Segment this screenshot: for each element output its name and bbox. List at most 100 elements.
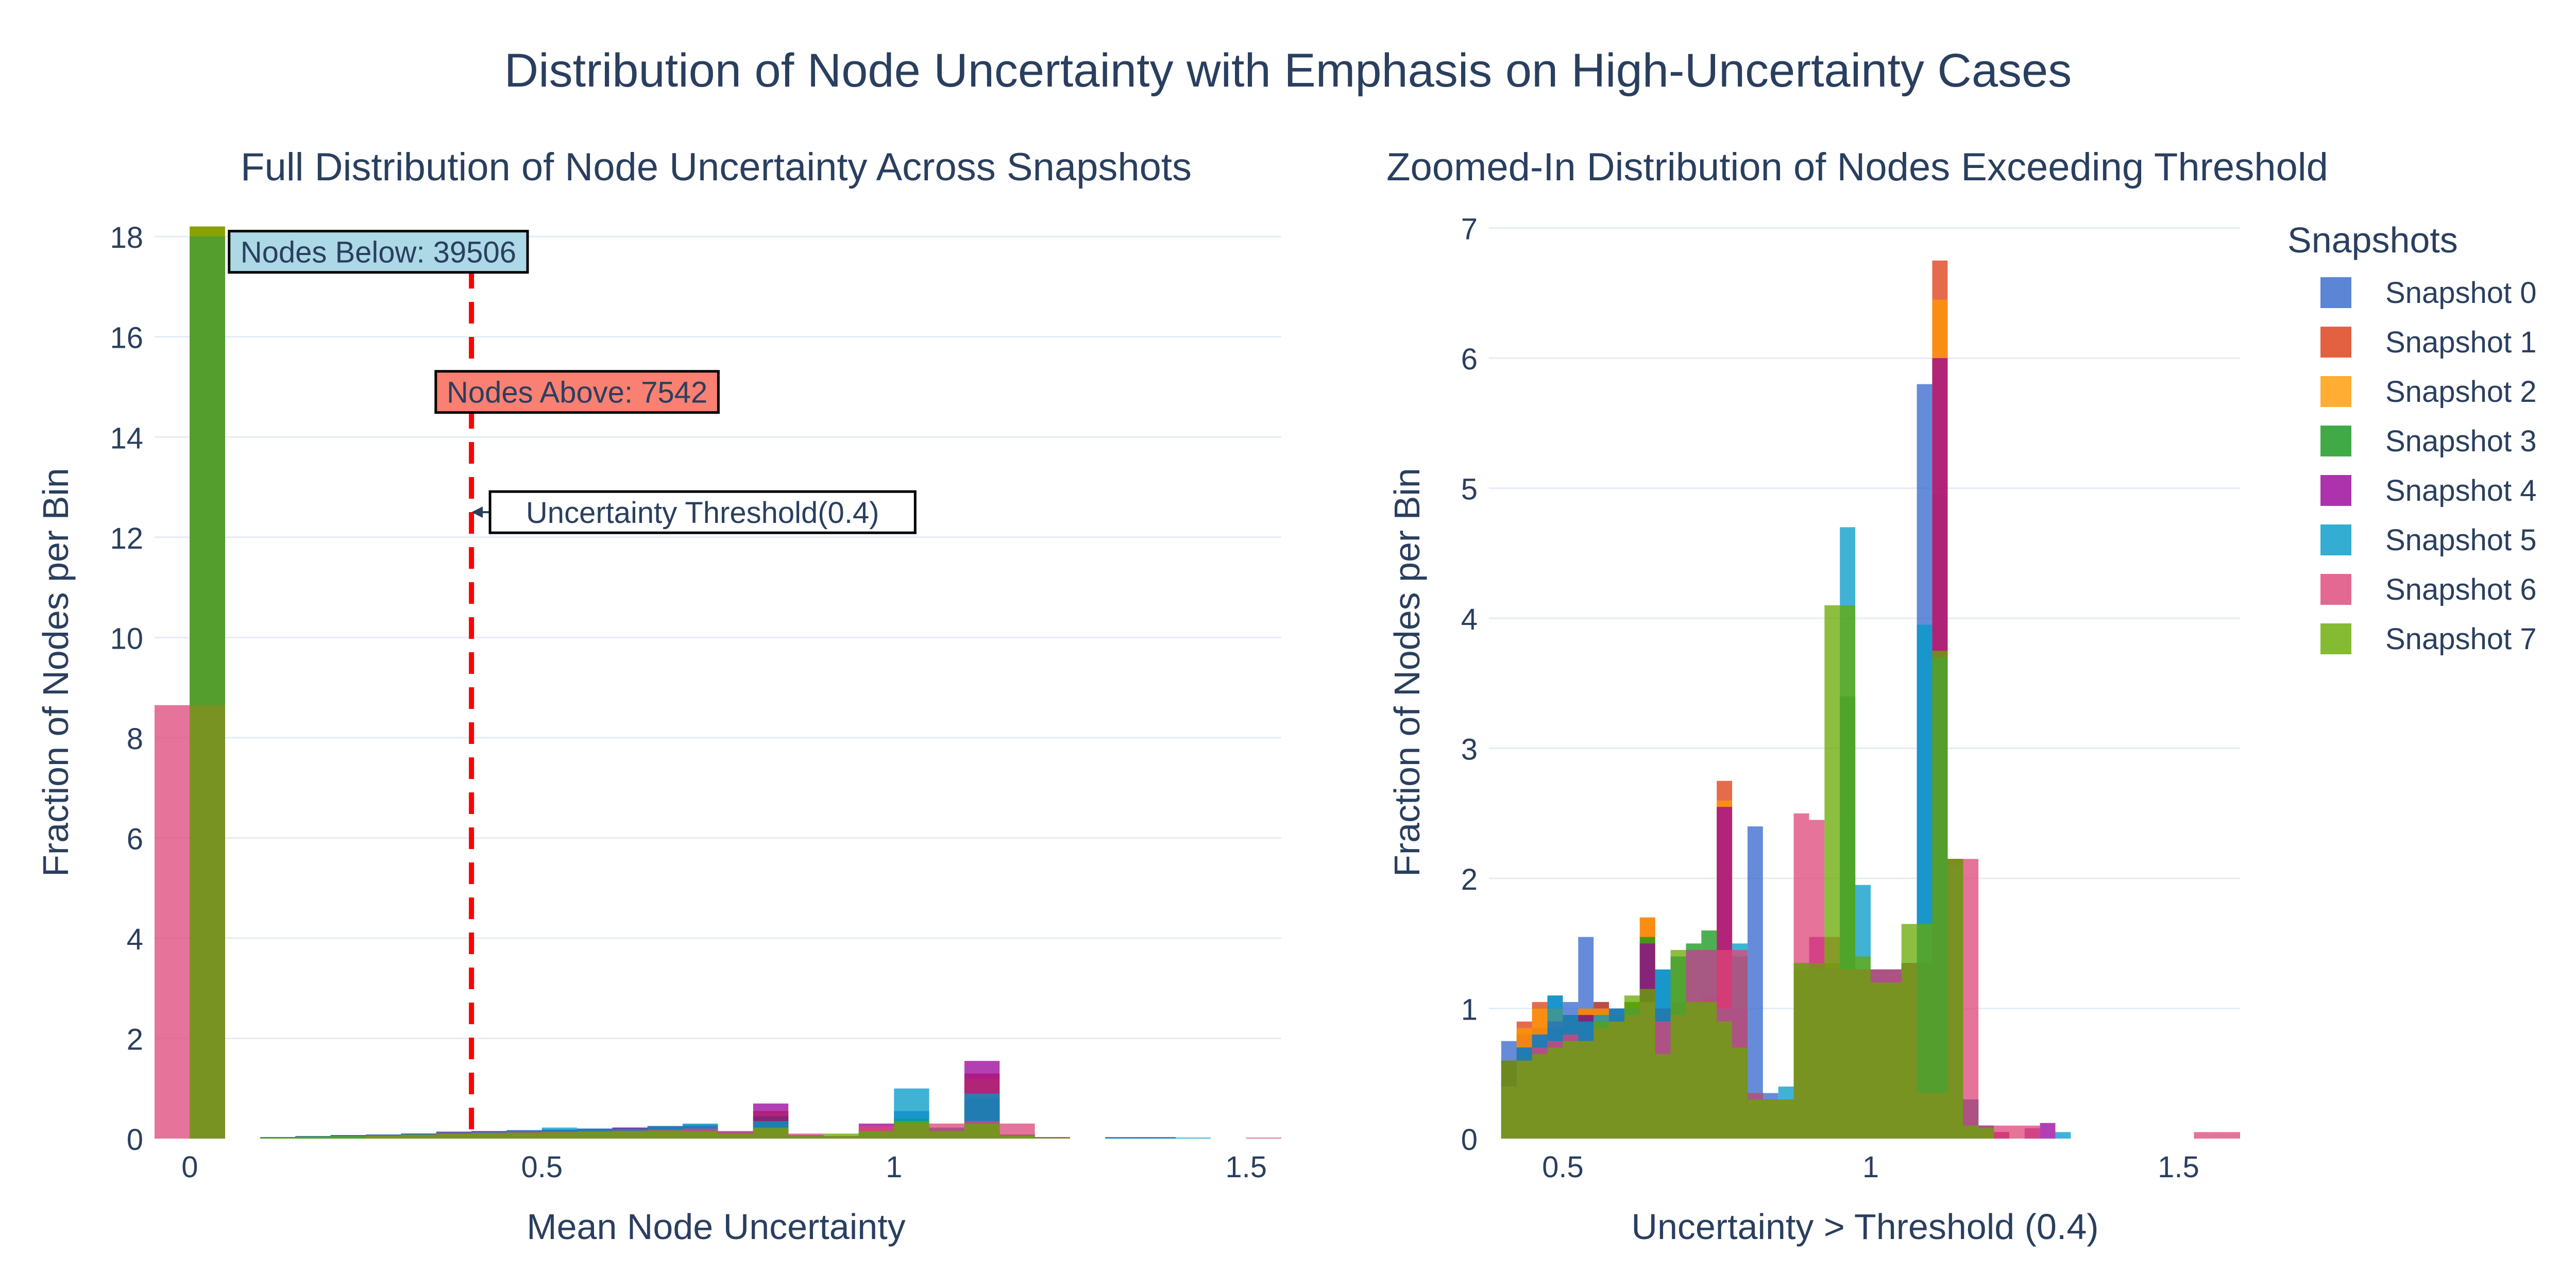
right-bar (1732, 1047, 1748, 1139)
left-bar (964, 1123, 1000, 1139)
left-x-tick-label: 1 (886, 1150, 902, 1184)
right-series-7 (1501, 605, 1994, 1139)
right-bar (1578, 1041, 1594, 1139)
legend-label: Snapshot 7 (2385, 622, 2536, 656)
annotation-text: Nodes Below: 39506 (241, 236, 516, 269)
right-bar (1993, 1125, 2009, 1139)
legend-swatch (2320, 376, 2351, 407)
left-x-tick-labels: 0 0.5 1 1.5 (181, 1150, 1267, 1184)
legend-label: Snapshot 2 (2385, 375, 2536, 409)
legend-item[interactable]: Snapshot 4 (2320, 474, 2536, 507)
legend-label: Snapshot 0 (2385, 276, 2536, 310)
left-bar (436, 1133, 472, 1139)
right-bar (1701, 1002, 1717, 1139)
legend-item[interactable]: Snapshot 3 (2320, 425, 2536, 458)
right-y-axis-label: Fraction of Nodes per Bin (1387, 468, 1427, 877)
legend-swatch (2320, 574, 2351, 605)
threshold-annotation-arrowhead (471, 506, 483, 518)
left-series-7 (190, 226, 1070, 1139)
left-y-tick-label: 6 (127, 822, 143, 856)
annotation-text: Nodes Above: 7542 (447, 376, 707, 410)
left-bar (577, 1131, 613, 1139)
left-bar (366, 1136, 401, 1139)
right-y-tick-label: 0 (1461, 1123, 1478, 1157)
left-bar (718, 1133, 753, 1139)
right-bar (1901, 924, 1917, 1139)
legend-item[interactable]: Snapshot 6 (2320, 573, 2536, 606)
left-bar (1105, 1138, 1141, 1139)
left-y-tick-label: 16 (110, 321, 143, 355)
legend-item[interactable]: Snapshot 1 (2320, 326, 2536, 359)
right-bar (1886, 982, 1902, 1139)
right-y-tick-label: 7 (1461, 213, 1478, 246)
left-y-tick-label: 2 (127, 1023, 143, 1056)
left-bar (929, 1131, 964, 1139)
right-y-tick-label: 1 (1461, 993, 1478, 1027)
left-bar (155, 705, 190, 1139)
left-y-tick-label: 10 (110, 622, 143, 655)
legend-item[interactable]: Snapshot 5 (2320, 523, 2536, 557)
left-x-axis-label: Mean Node Uncertainty (527, 1207, 905, 1247)
right-bar (1747, 1099, 1763, 1139)
left-bar (1246, 1138, 1281, 1139)
right-bar (1609, 1021, 1624, 1139)
legend-item[interactable]: Snapshot 7 (2320, 622, 2536, 656)
right-bar (1717, 1021, 1733, 1139)
right-y-tick-label: 5 (1461, 473, 1478, 506)
right-bar (1963, 1125, 1979, 1139)
left-bar (999, 1136, 1035, 1139)
right-bar (2009, 1125, 2025, 1139)
legend-item[interactable]: Snapshot 0 (2320, 276, 2536, 310)
legend-swatch (2320, 475, 2351, 506)
right-y-tick-label: 3 (1461, 733, 1478, 767)
right-bar (1809, 963, 1825, 1139)
left-y-tick-label: 4 (127, 923, 143, 956)
annotation-box (228, 230, 529, 274)
annotation-box (434, 370, 720, 414)
left-y-tick-label: 8 (127, 722, 143, 756)
right-bar (2024, 1125, 2040, 1139)
right-bar (1747, 826, 1763, 1139)
right-bar (1563, 1041, 1579, 1139)
left-y-tick-labels: 0 2 4 6 8 10 12 14 16 18 (110, 221, 143, 1157)
right-bar (1547, 1047, 1563, 1139)
right-bar (2194, 1132, 2210, 1139)
annotation-box (488, 490, 917, 534)
right-bar (1855, 956, 1871, 1139)
left-y-tick-label: 0 (127, 1123, 143, 1157)
legend: Snapshots Snapshot 0 Snapshot 1 Snapshot 2… (2287, 220, 2536, 656)
right-bar (1655, 1054, 1671, 1139)
left-bar (1035, 1138, 1070, 1139)
left-bar (753, 1127, 789, 1139)
legend-swatch (2320, 426, 2351, 456)
right-bars (1501, 260, 2240, 1139)
annotation-text: Uncertainty Threshold(0.4) (526, 496, 879, 530)
right-y-tick-labels: 0 1 2 3 4 5 6 7 (1461, 213, 1478, 1157)
left-bar (401, 1134, 436, 1139)
panel-full-distribution: Full Distribution of Node Uncertainty Ac… (36, 145, 1281, 1247)
left-x-tick-label: 1.5 (1225, 1150, 1267, 1184)
right-bar (1516, 1060, 1532, 1139)
left-y-tick-label: 14 (110, 421, 143, 455)
legend-swatch (2320, 623, 2351, 654)
right-bar (1670, 950, 1686, 1139)
legend-label: Snapshot 5 (2385, 523, 2536, 557)
right-bar (1594, 1021, 1609, 1139)
right-bar (1963, 859, 1979, 1139)
legend-label: Snapshot 4 (2385, 474, 2536, 507)
left-bar (295, 1137, 331, 1139)
left-bar (190, 226, 225, 1139)
left-bar (1175, 1138, 1211, 1139)
right-bar (1778, 1099, 1794, 1139)
right-x-tick-label: 1.5 (2158, 1150, 2199, 1184)
right-bar (1947, 859, 1963, 1139)
left-bars (155, 226, 1281, 1139)
right-bar (1917, 924, 1933, 1139)
left-bar (260, 1138, 296, 1139)
legend-item[interactable]: Snapshot 2 (2320, 375, 2536, 409)
left-bar (788, 1136, 824, 1139)
left-y-axis-label: Fraction of Nodes per Bin (36, 468, 76, 877)
left-x-tick-label: 0.5 (521, 1150, 563, 1184)
